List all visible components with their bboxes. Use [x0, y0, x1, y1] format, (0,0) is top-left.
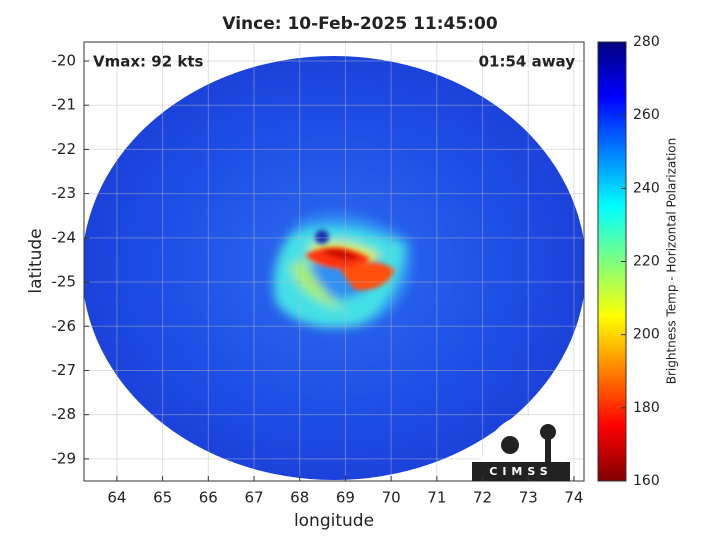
y-tick-label: -25: [52, 273, 77, 291]
x-tick-label: 73: [519, 489, 538, 507]
x-tick-label: 68: [290, 489, 309, 507]
y-tick-label: -29: [52, 449, 77, 467]
y-tick-label: -24: [52, 228, 77, 246]
satellite-image: [84, 56, 584, 480]
annotation: Vmax: 92 kts: [93, 53, 203, 71]
colorbar-tick-label: 240: [633, 180, 660, 196]
x-axis-label: longitude: [294, 511, 374, 531]
x-tick-label: 74: [564, 489, 583, 507]
x-tick-label: 71: [427, 489, 446, 507]
x-tick-label: 72: [473, 489, 492, 507]
y-tick-label: -28: [52, 405, 77, 423]
logo: CIMSS: [472, 415, 570, 481]
colorbar-tick-label: 260: [633, 107, 660, 123]
y-tick-label: -22: [52, 140, 77, 158]
colorbar-tick-label: 160: [633, 473, 660, 489]
x-tick-label: 67: [244, 489, 263, 507]
colorbar-tick-label: 180: [633, 400, 660, 416]
y-axis-label: latitude: [26, 228, 46, 293]
x-tick-label: 64: [107, 489, 126, 507]
plot-frame: [83, 41, 585, 482]
colorbar-label: Brightness Temp - Horizontal Polarizatio…: [665, 138, 679, 385]
chart-title: Vince: 10-Feb-2025 11:45:00: [222, 14, 497, 34]
y-tick-label: -21: [52, 96, 77, 114]
annotation: 01:54 away: [479, 53, 576, 71]
x-tick-label: 66: [199, 489, 218, 507]
y-tick-label: -27: [52, 361, 77, 379]
logo-text: CIMSS: [489, 465, 552, 478]
y-tick-label: -20: [52, 52, 77, 70]
colorbar-tick-label: 280: [633, 34, 660, 50]
x-tick-label: 69: [336, 489, 355, 507]
x-tick-label: 65: [153, 489, 172, 507]
colorbar-tick-label: 220: [633, 254, 660, 270]
x-tick-label: 70: [382, 489, 401, 507]
y-tick-label: -23: [52, 184, 77, 202]
colorbar-tick-label: 200: [633, 327, 660, 343]
y-tick-label: -26: [52, 317, 77, 335]
